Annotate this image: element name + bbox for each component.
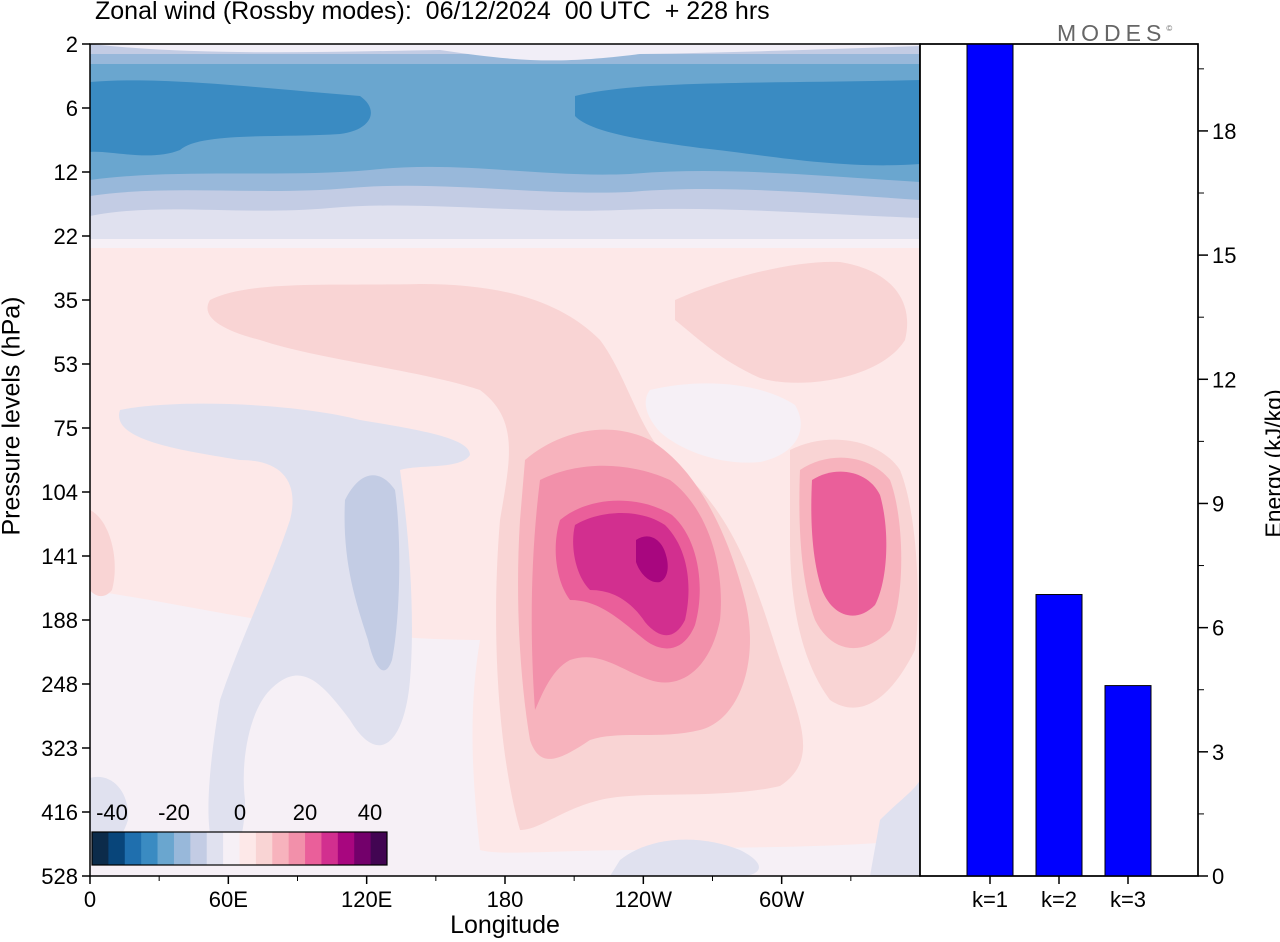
energy-bar — [966, 43, 1014, 877]
energy-bar — [1104, 685, 1152, 877]
energy-bar-chart: k=1 k=2 k=3 0 3 6 9 12 15 18 — [919, 43, 1236, 912]
x-tick-label: 120E — [341, 887, 392, 912]
energy-tick-label: 6 — [1212, 616, 1224, 641]
neg-area — [610, 839, 759, 876]
y-tick-label: 75 — [54, 416, 78, 441]
colorbar-swatch — [92, 832, 109, 865]
logo-text: MODES — [1057, 20, 1167, 46]
energy-tick-label: 12 — [1212, 367, 1236, 392]
y-tick-label: 323 — [41, 736, 78, 761]
bar-plot-border — [919, 43, 1199, 877]
y-tick-label: 35 — [54, 288, 78, 313]
y-tick-label: 141 — [41, 544, 78, 569]
x-tick-label: 60W — [759, 887, 804, 912]
colorbar-swatch — [141, 832, 158, 865]
colorbar-swatch — [255, 832, 273, 865]
colorbar-frame — [91, 831, 388, 866]
y-tick-label: 416 — [41, 800, 78, 825]
energy-tick-label: 3 — [1212, 740, 1224, 765]
y-tick-label: 53 — [54, 352, 78, 377]
y-tick-label: 248 — [41, 672, 78, 697]
energy-tick-label: 15 — [1212, 243, 1236, 268]
colorbar-swatch — [108, 832, 126, 865]
bar-category-label: k=3 — [1110, 887, 1146, 912]
y-tick-label: 104 — [41, 480, 78, 505]
colorbar-tick-label: 20 — [293, 800, 317, 825]
x-tick-label: 120W — [615, 887, 673, 912]
colorbar-swatch — [321, 832, 339, 865]
y-tick-label: 22 — [54, 224, 78, 249]
pos-band — [90, 510, 115, 597]
colorbar-swatch — [305, 832, 322, 865]
neg-core — [575, 80, 920, 166]
energy-tick-label: 18 — [1212, 119, 1236, 144]
y-tick-label: 188 — [41, 608, 78, 633]
energy-tick-label: 9 — [1212, 491, 1224, 516]
colorbar-swatch — [288, 832, 306, 865]
neg-area — [344, 475, 400, 671]
neg-area — [870, 780, 920, 876]
colorbar-swatch — [337, 832, 355, 865]
neg-core — [90, 80, 371, 156]
bar-category-label: k=1 — [972, 887, 1008, 912]
zero-area — [645, 383, 801, 463]
colorbar-swatch — [190, 832, 208, 865]
pos-core — [811, 471, 887, 616]
energy-bar — [1035, 594, 1083, 877]
y-tick-label: 12 — [54, 160, 78, 185]
colorbar-tick-label: -20 — [158, 800, 190, 825]
colorbar-swatch — [354, 832, 372, 865]
colorbar-swatch — [157, 832, 175, 865]
pos-band — [675, 261, 908, 383]
colorbar-swatch — [239, 832, 257, 865]
y-tick-label: 528 — [41, 864, 78, 889]
y-tick-label: 6 — [66, 96, 78, 121]
y-tick-label: 2 — [66, 32, 78, 57]
neg-band — [90, 44, 920, 61]
colorbar-swatch — [223, 832, 240, 865]
colorbar-swatch — [272, 832, 290, 865]
pos-max — [636, 536, 668, 583]
colorbar-tick-label: 0 — [234, 800, 246, 825]
colorbar-swatch — [173, 832, 191, 865]
colorbar-swatch — [124, 832, 142, 865]
left-axis-ticks: 2 6 12 22 35 53 75 104 141 188 248 323 416 528 — [41, 32, 90, 889]
colorbar-swatch — [206, 832, 224, 865]
x-tick-label: 0 — [84, 887, 96, 912]
energy-tick-label: 0 — [1212, 864, 1224, 889]
logo-mark: © — [1166, 24, 1173, 33]
colorbar-swatch — [370, 832, 388, 865]
modes-logo: MODES© — [1057, 20, 1172, 47]
colorbar: -40 -20 0 20 40 — [91, 800, 388, 866]
x-axis-label: Longitude — [450, 911, 560, 939]
x-tick-label: 60E — [209, 887, 248, 912]
bar-category-label: k=2 — [1041, 887, 1077, 912]
chart-title: Zonal wind (Rossby modes): 06/12/2024 00… — [95, 0, 770, 25]
colorbar-tick-label: -40 — [96, 800, 128, 825]
x-axis-ticks: 0 60E 120E 180 120W 60W — [84, 876, 852, 912]
colorbar-tick-label: 40 — [358, 800, 382, 825]
x-tick-label: 180 — [487, 887, 524, 912]
heatmap-field — [90, 44, 920, 876]
